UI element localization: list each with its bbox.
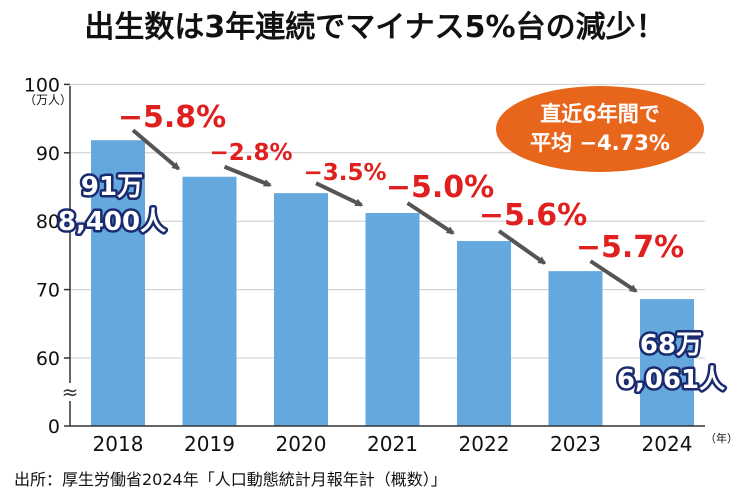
bar bbox=[457, 241, 511, 426]
trend-arrow bbox=[315, 181, 364, 207]
callout-line2: 6,061人 bbox=[617, 365, 725, 395]
axis-break-gap bbox=[62, 383, 78, 401]
x-tick-label: 2019 bbox=[184, 432, 235, 456]
y-tick-label: 60 bbox=[36, 348, 60, 370]
callout-line1: 91万 bbox=[81, 172, 143, 202]
badge-line1: 直近6年間で bbox=[540, 102, 660, 126]
change-label: −3.5% bbox=[303, 160, 386, 186]
trend-arrow bbox=[223, 164, 272, 188]
callout-line2: 8,400人 bbox=[58, 207, 166, 237]
y-unit-label: （万人） bbox=[24, 93, 72, 107]
x-tick-label: 2023 bbox=[550, 432, 601, 456]
trend-arrow bbox=[497, 229, 547, 265]
x-tick-label: 2022 bbox=[459, 432, 510, 456]
change-label: −5.7% bbox=[576, 230, 684, 265]
x-tick-label: 2020 bbox=[276, 432, 327, 456]
change-label: −5.6% bbox=[479, 198, 587, 233]
trend-arrow bbox=[406, 201, 455, 235]
badge-line2: 平均 −4.73% bbox=[530, 131, 670, 155]
bar bbox=[548, 271, 603, 426]
x-tick-label: 2018 bbox=[93, 432, 144, 456]
bar bbox=[91, 140, 145, 426]
change-label: −5.8% bbox=[118, 100, 226, 135]
x-tick-label: 2021 bbox=[367, 432, 418, 456]
y-tick-label: 80 bbox=[36, 211, 60, 233]
chart-title: 出生数は3年連続でマイナス5%台の減少！ bbox=[84, 10, 666, 45]
y-tick-label: 0 bbox=[48, 416, 60, 438]
bar bbox=[640, 299, 694, 426]
change-label: −2.8% bbox=[209, 140, 292, 166]
y-tick-label: 100 bbox=[24, 74, 60, 96]
trend-arrow bbox=[131, 128, 181, 171]
average-badge: 直近6年間で 平均 −4.73% bbox=[496, 86, 704, 172]
change-label: −5.0% bbox=[386, 170, 494, 205]
axis-break: ≈ bbox=[62, 380, 79, 404]
bar bbox=[274, 193, 328, 426]
bar bbox=[182, 176, 237, 426]
x-unit-label: （年） bbox=[705, 431, 738, 445]
bar bbox=[365, 212, 420, 426]
callout-line1: 68万 bbox=[640, 330, 702, 360]
trend-arrow bbox=[589, 259, 638, 293]
y-tick-label: 90 bbox=[36, 143, 60, 165]
y-tick-label: 70 bbox=[36, 280, 60, 302]
source-note: 出所：厚生労働省2024年「人口動態統計月報年計（概数）」 bbox=[14, 470, 447, 489]
x-tick-label: 2024 bbox=[642, 432, 693, 456]
